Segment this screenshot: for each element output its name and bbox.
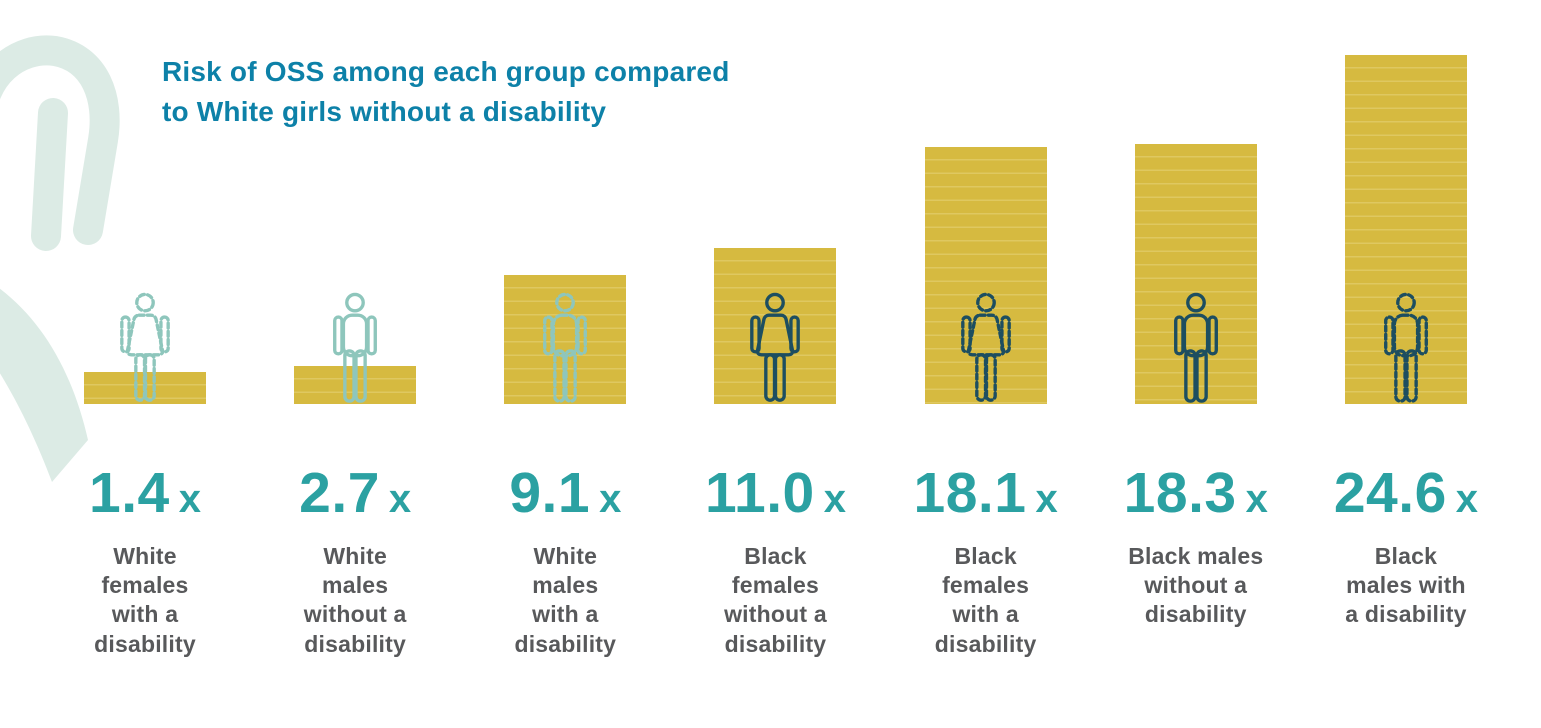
multiplier-x: x: [1035, 477, 1058, 521]
white-male-with-disability-icon: [534, 292, 596, 404]
group-label: Black males with a disability: [1345, 543, 1467, 628]
group-label: White males with a disability: [514, 543, 617, 657]
multiplier-value: 11.0 x: [675, 460, 875, 526]
chart-group: [465, 0, 665, 404]
multiplier-number: 11.0: [704, 461, 815, 525]
chart-group: [1096, 0, 1296, 404]
multiplier-x: x: [1245, 477, 1268, 521]
black-female-without-disability-icon: [744, 292, 806, 404]
multiplier-x: x: [388, 477, 412, 521]
white-male-without-disability-icon: [324, 292, 386, 404]
multiplier-value: 24.6 x: [1306, 460, 1506, 526]
black-male-with-disability-icon: [1375, 292, 1437, 404]
multiplier-value: 18.3 x: [1096, 460, 1296, 526]
white-female-with-disability-icon: [114, 292, 176, 404]
bar: [1344, 55, 1467, 404]
group-label: White females with a disability: [94, 543, 196, 657]
black-female-with-disability-icon: [955, 292, 1017, 404]
chart-group: [675, 0, 875, 404]
multiplier-number: 24.6: [1333, 461, 1447, 525]
chart-group: [886, 0, 1086, 404]
multiplier-value: 1.4 x: [45, 460, 245, 526]
chart-title-line1: Risk of OSS among each group compared: [162, 56, 730, 87]
group-labels-row: White females with a disability White ma…: [0, 526, 1541, 659]
multiplier-x: x: [599, 477, 622, 521]
group-label: Black males without a disability: [1128, 543, 1264, 628]
multiplier-value: 9.1 x: [465, 460, 665, 526]
multiplier-number: 1.4: [89, 461, 170, 525]
chart-group: [45, 0, 245, 404]
multiplier-value: 18.1 x: [886, 460, 1086, 526]
multiplier-x: x: [823, 477, 846, 521]
chart-title: Risk of OSS among each group compared to…: [162, 52, 730, 132]
chart-group: [255, 0, 455, 404]
chart-group: [1306, 0, 1506, 404]
multiplier-number: 18.1: [913, 461, 1027, 525]
multiplier-number: 9.1: [509, 461, 591, 525]
multiplier-number: 18.3: [1123, 461, 1237, 525]
multiplier-value: 2.7 x: [255, 460, 455, 526]
black-male-without-disability-icon: [1165, 292, 1227, 404]
group-label: Black females without a disability: [724, 543, 827, 657]
multiplier-values-row: 1.4 x 2.7 x 9.1 x 11.0 x 18.1 x 18.3 x 24.6 x: [0, 404, 1541, 526]
multiplier-x: x: [1455, 477, 1479, 521]
group-label: White males without a disability: [303, 543, 407, 657]
chart-title-line2: to White girls without a disability: [162, 95, 607, 127]
multiplier-x: x: [178, 477, 201, 521]
group-label: Black females with a disability: [934, 543, 1037, 657]
multiplier-number: 2.7: [299, 461, 380, 525]
bar-chart: [45, 0, 1506, 404]
